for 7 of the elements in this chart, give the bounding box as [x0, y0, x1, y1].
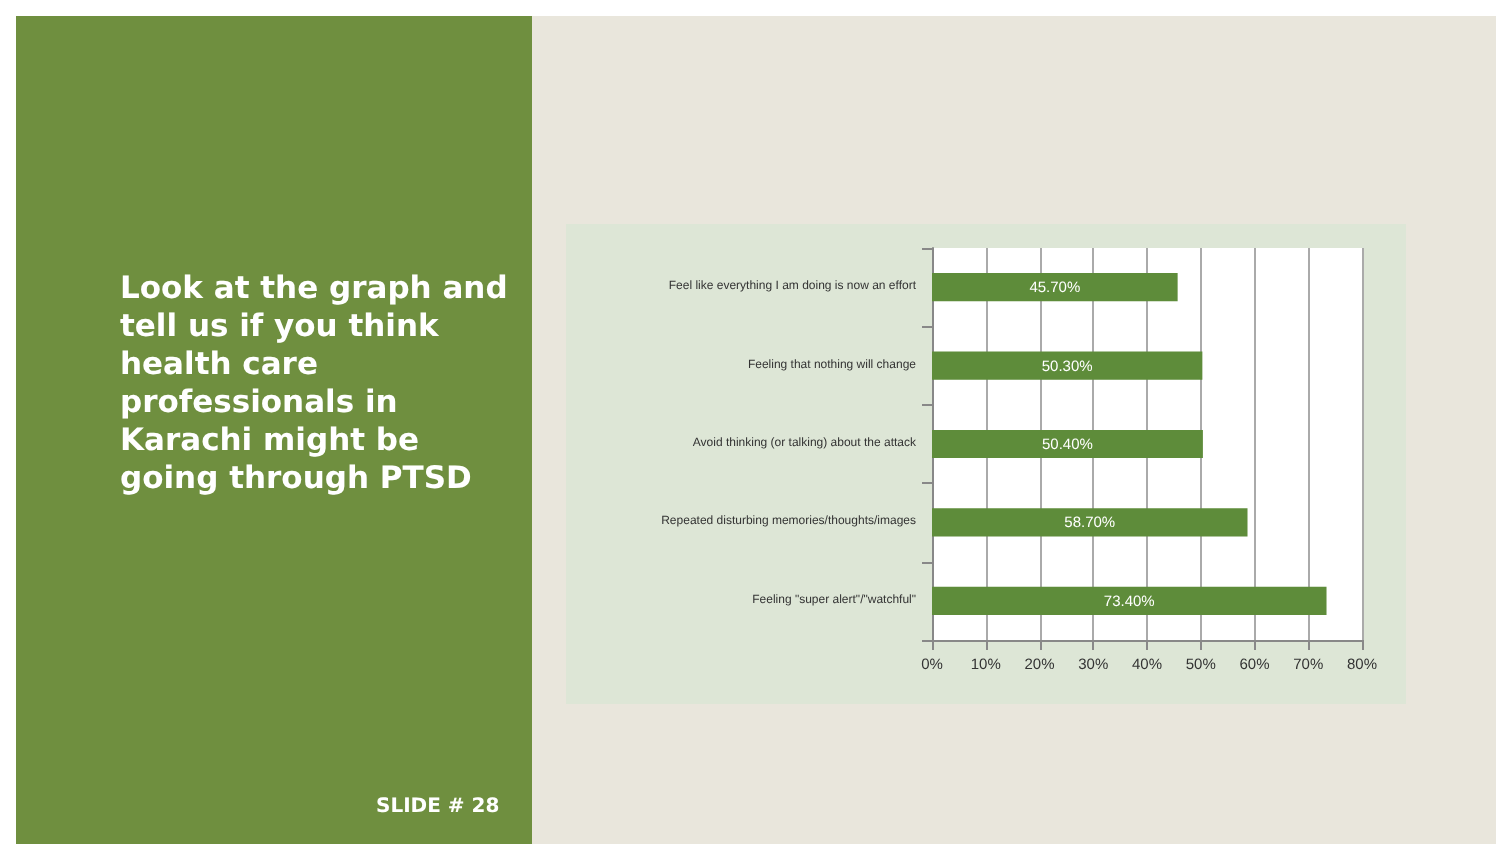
bar — [932, 351, 1203, 380]
text: Look at the graph and tell us if you think health care professionals in Karachi might be going through PTSD — [120, 270, 510, 498]
bar — [932, 508, 1248, 537]
bar — [932, 586, 1327, 615]
bar — [932, 429, 1203, 459]
text: SLIDE # 28 — [376, 796, 500, 818]
bar — [932, 273, 1178, 302]
